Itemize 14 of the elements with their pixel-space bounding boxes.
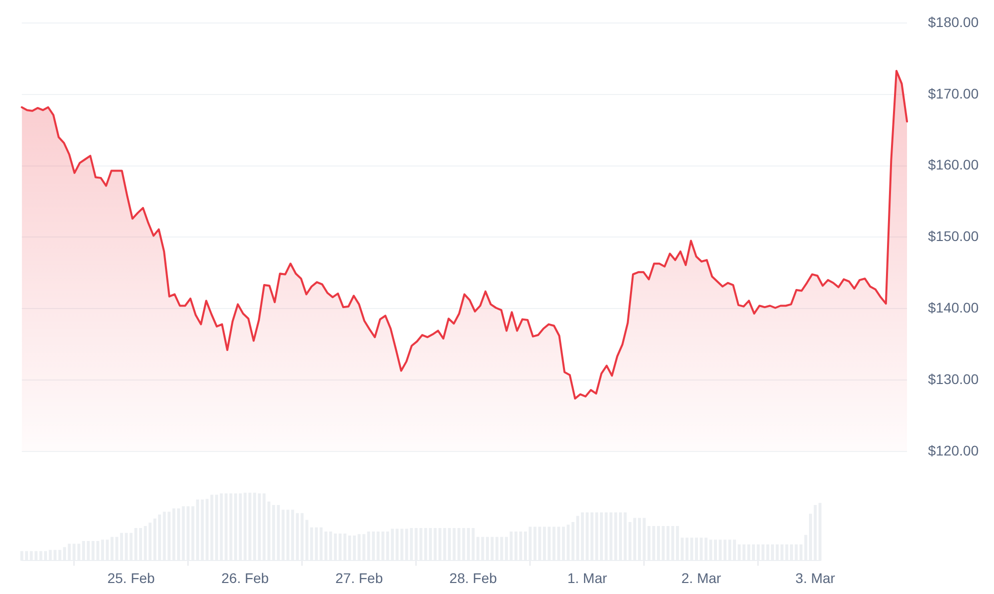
y-tick-label: $170.00 [928,85,979,102]
y-tick-label: $150.00 [928,228,979,244]
y-tick-label: $140.00 [928,299,979,316]
x-tick-label: 26. Feb [221,570,270,586]
x-tick-label: 2. Mar [681,570,722,586]
y-tick-label: $180.00 [928,14,979,30]
x-tick-label: 28. Feb [449,570,498,586]
y-tick-label: $130.00 [928,370,979,387]
x-tick-label: 1. Mar [567,570,608,586]
x-tick-label: 27. Feb [335,570,384,586]
y-tick-label: $120.00 [928,442,979,458]
x-tick-label: 25. Feb [107,570,156,586]
y-tick-label: $160.00 [928,156,979,173]
x-tick-label: 3. Mar [795,570,836,586]
